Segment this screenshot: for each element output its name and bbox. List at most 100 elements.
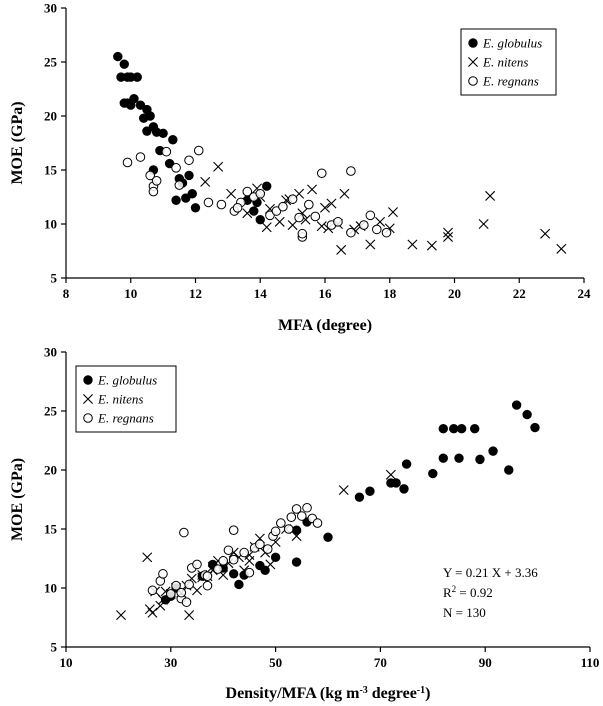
data-point — [184, 579, 194, 590]
data-point — [249, 206, 259, 216]
data-point — [385, 469, 396, 480]
data-point — [218, 556, 228, 566]
data-point — [307, 184, 318, 195]
data-point — [346, 227, 356, 238]
data-point — [522, 409, 532, 420]
data-point — [244, 567, 255, 578]
data-point — [449, 424, 459, 434]
data-point — [291, 531, 302, 542]
data-point — [242, 186, 253, 197]
data-point — [286, 512, 297, 523]
y-tick-label: 25 — [44, 55, 58, 70]
data-point — [168, 135, 178, 145]
data-point — [365, 210, 376, 221]
data-point — [456, 424, 467, 434]
data-point — [297, 511, 307, 521]
data-point — [255, 188, 266, 199]
x-tick-label: 30 — [164, 655, 177, 670]
data-point — [187, 189, 197, 199]
data-point — [135, 152, 146, 162]
data-point — [232, 203, 243, 213]
data-point — [255, 214, 265, 225]
legend-marker — [468, 57, 478, 67]
y-tick-label: 15 — [44, 522, 58, 537]
data-point — [294, 212, 304, 223]
data-point — [270, 526, 281, 537]
data-point — [475, 454, 485, 465]
data-point — [239, 547, 249, 558]
data-point — [216, 199, 227, 210]
data-point — [530, 422, 540, 433]
data-point — [255, 539, 265, 550]
data-point — [302, 502, 312, 513]
data-point — [151, 176, 162, 186]
data-point — [171, 580, 181, 591]
data-point — [181, 597, 192, 607]
x-tick-label: 90 — [479, 655, 492, 670]
data-point — [179, 527, 189, 538]
x-tick-label: 10 — [60, 655, 73, 670]
series-e--regnans — [147, 502, 323, 607]
data-point — [540, 228, 551, 239]
legend-label: E. globulus — [482, 36, 542, 51]
data-point — [312, 518, 323, 528]
data-point — [399, 484, 409, 494]
data-point — [193, 145, 204, 156]
data-point — [438, 424, 448, 434]
data-point — [184, 155, 194, 166]
data-point — [265, 559, 276, 570]
data-point — [262, 181, 272, 191]
data-point — [142, 552, 153, 563]
y-tick-label: 5 — [51, 271, 58, 286]
data-point — [119, 59, 129, 69]
series-e--regnans — [122, 145, 392, 242]
data-point — [478, 219, 489, 229]
data-point — [291, 557, 302, 567]
data-point — [262, 544, 273, 554]
data-point — [171, 195, 181, 205]
data-point — [176, 587, 187, 598]
data-point — [244, 555, 255, 566]
x-axis-title: MFA (degree) — [278, 317, 372, 334]
x-tick-label: 18 — [383, 286, 397, 301]
data-point — [200, 176, 211, 187]
data-point — [504, 465, 514, 475]
legend-marker — [83, 394, 93, 404]
data-point — [443, 231, 454, 242]
x-tick-label: 20 — [448, 286, 461, 301]
data-point — [485, 190, 496, 201]
data-point — [228, 525, 239, 535]
data-point — [228, 554, 239, 565]
data-point — [164, 158, 175, 169]
data-point — [320, 202, 330, 213]
data-point — [488, 446, 498, 456]
data-point — [316, 168, 327, 179]
data-point — [265, 210, 275, 221]
x-tick-label: 22 — [513, 286, 526, 301]
data-point — [386, 478, 396, 488]
data-point — [155, 600, 166, 611]
y-tick-label: 15 — [44, 163, 58, 178]
data-point — [142, 126, 152, 136]
legend-label: E. regnans — [97, 411, 154, 426]
data-point — [556, 243, 567, 254]
y-tick-label: 10 — [44, 217, 57, 232]
y-tick-label: 20 — [44, 109, 57, 124]
regression-annotation: Y = 0.21 X + 3.36 — [443, 565, 538, 580]
data-point — [310, 211, 321, 222]
data-point — [190, 203, 201, 213]
data-point — [171, 163, 181, 173]
data-point — [278, 201, 288, 212]
x-axis-title: Density/MFA (kg m-3 degree-1) — [226, 685, 431, 703]
data-point — [365, 486, 375, 496]
legend-marker — [83, 375, 93, 385]
data-point — [297, 228, 308, 239]
data-point — [338, 485, 349, 496]
chart-mfa-vs-moe: 8 10 12 14 16 18 20 22 24 5 10 15 20 25 30 MFA (degree)… — [9, 1, 591, 335]
data-point — [116, 610, 127, 621]
data-point — [184, 170, 194, 181]
x-tick-label: 14 — [254, 286, 268, 301]
data-point — [148, 186, 159, 197]
data-point — [274, 216, 285, 227]
y-axis-title: MOE (GPa) — [9, 101, 26, 184]
